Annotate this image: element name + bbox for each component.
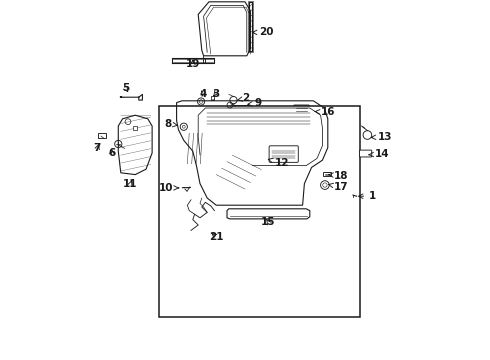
Text: 8: 8 [165, 119, 177, 129]
Text: 15: 15 [261, 217, 276, 227]
Bar [98, 133, 106, 138]
FancyBboxPatch shape [269, 146, 298, 162]
Text: 7: 7 [94, 143, 101, 153]
Bar [133, 126, 137, 130]
Text: 9: 9 [248, 98, 262, 108]
FancyBboxPatch shape [294, 105, 310, 114]
Text: 13: 13 [371, 132, 392, 142]
Text: 16: 16 [315, 107, 335, 117]
Text: 6: 6 [108, 148, 116, 158]
Text: 19: 19 [186, 59, 200, 69]
Text: 2: 2 [237, 93, 250, 103]
Text: 14: 14 [369, 149, 389, 159]
Text: 18: 18 [328, 171, 349, 181]
Text: 21: 21 [209, 232, 223, 242]
Text: 11: 11 [123, 179, 138, 189]
Text: 10: 10 [158, 183, 179, 193]
Bar [159, 106, 360, 317]
Text: 3: 3 [212, 89, 219, 99]
Text: 20: 20 [252, 27, 274, 37]
FancyBboxPatch shape [360, 150, 372, 157]
Text: 5: 5 [122, 83, 129, 93]
Text: 4: 4 [199, 89, 207, 99]
Text: 17: 17 [328, 182, 349, 192]
Bar [323, 172, 331, 176]
Text: 1: 1 [359, 191, 376, 201]
Text: 12: 12 [269, 158, 289, 168]
